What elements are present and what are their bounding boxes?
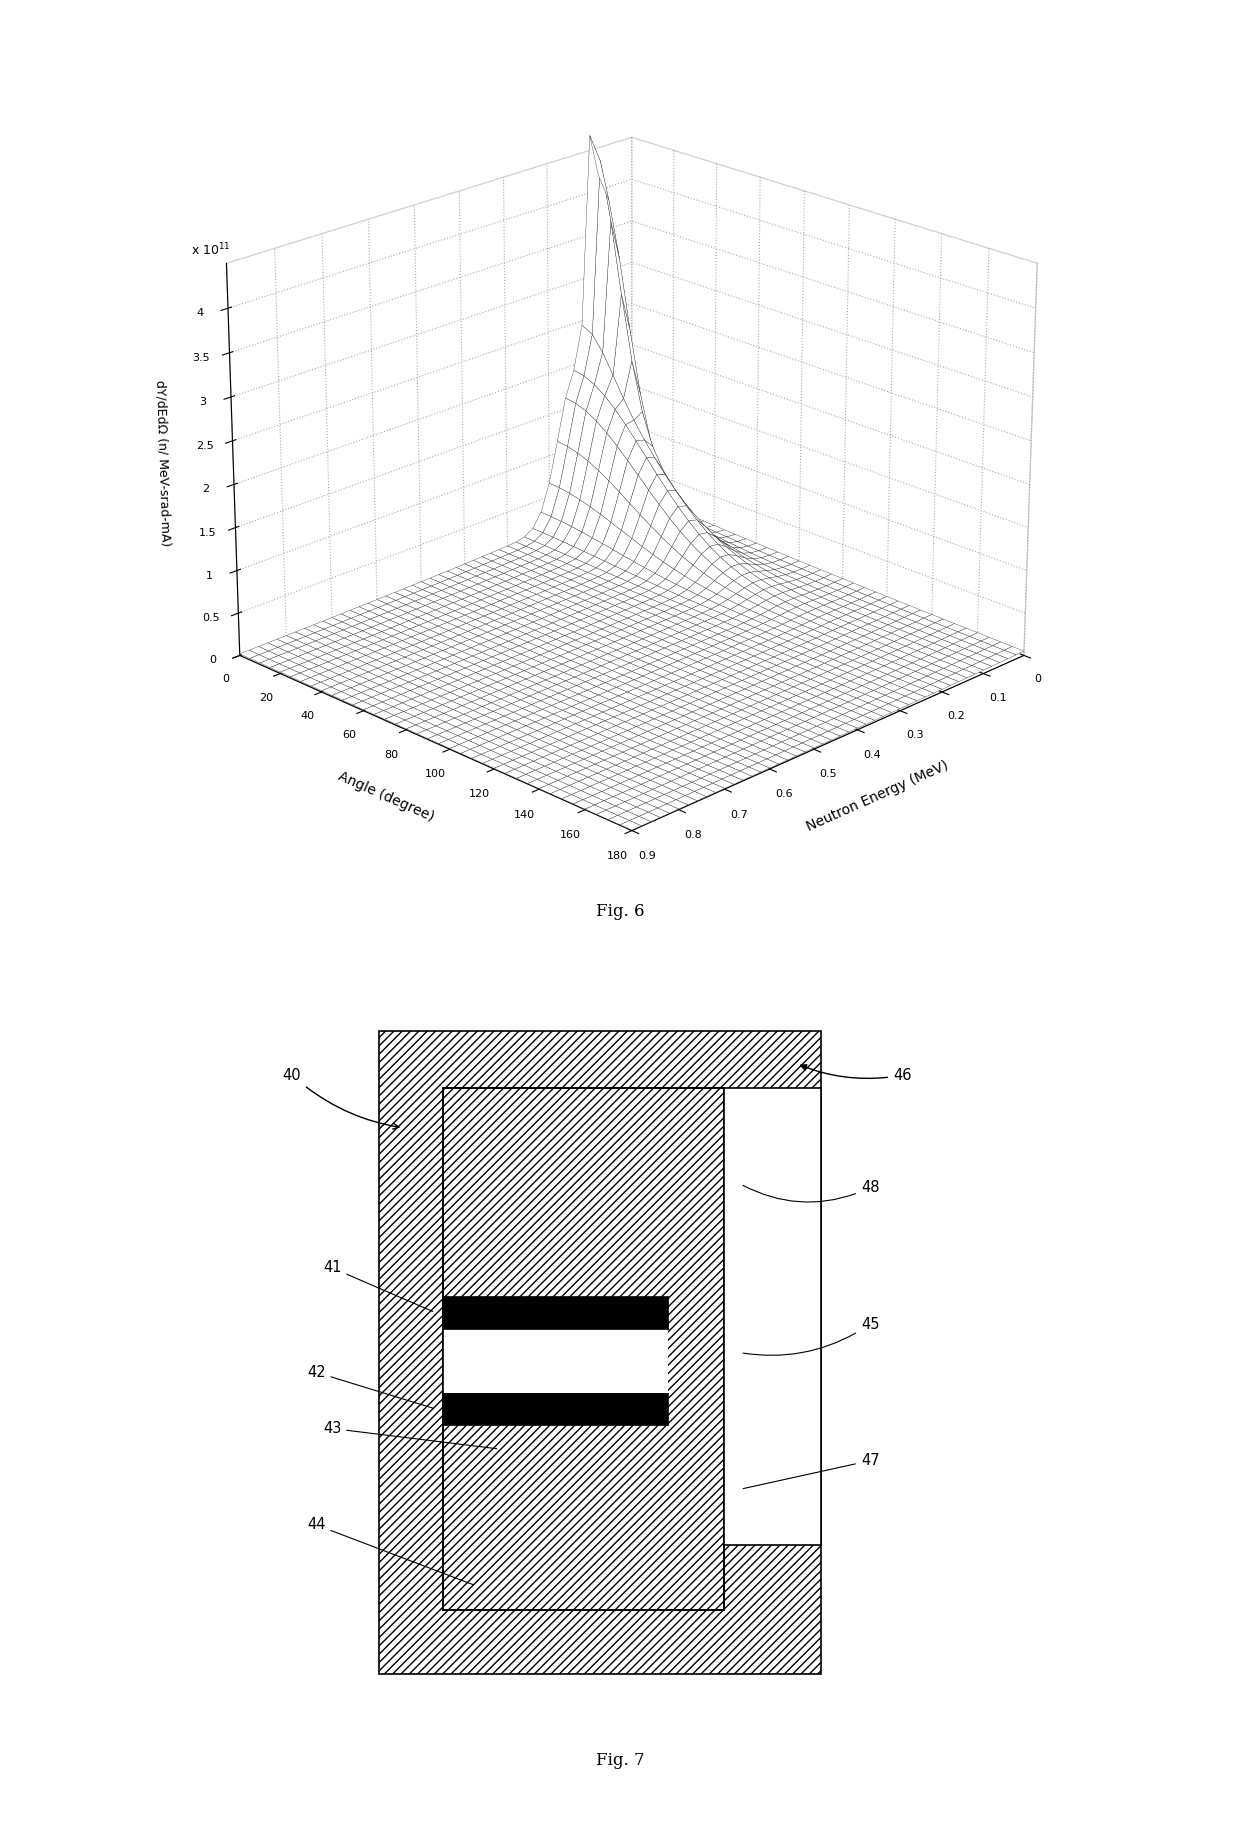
Bar: [444, 1329, 668, 1392]
Text: 41: 41: [322, 1261, 433, 1312]
Text: 40: 40: [283, 1068, 399, 1130]
Bar: [444, 1088, 724, 1610]
Text: 46: 46: [801, 1064, 911, 1082]
Text: 47: 47: [743, 1453, 879, 1489]
Bar: [444, 1088, 724, 1610]
Text: 44: 44: [306, 1517, 472, 1584]
Bar: [379, 1031, 821, 1674]
Text: 43: 43: [322, 1422, 497, 1449]
Text: 48: 48: [743, 1181, 879, 1203]
Text: Fig. 6: Fig. 6: [595, 903, 645, 920]
Bar: [444, 1296, 668, 1329]
Text: Fig. 7: Fig. 7: [595, 1752, 645, 1768]
Text: x 10$^{11}$: x 10$^{11}$: [191, 243, 231, 259]
X-axis label: Neutron Energy (MeV): Neutron Energy (MeV): [805, 759, 951, 834]
Text: 45: 45: [743, 1316, 879, 1356]
Bar: [444, 1392, 668, 1425]
Text: 42: 42: [306, 1365, 433, 1409]
Y-axis label: Angle (degree): Angle (degree): [336, 768, 436, 825]
Bar: [724, 1088, 821, 1546]
